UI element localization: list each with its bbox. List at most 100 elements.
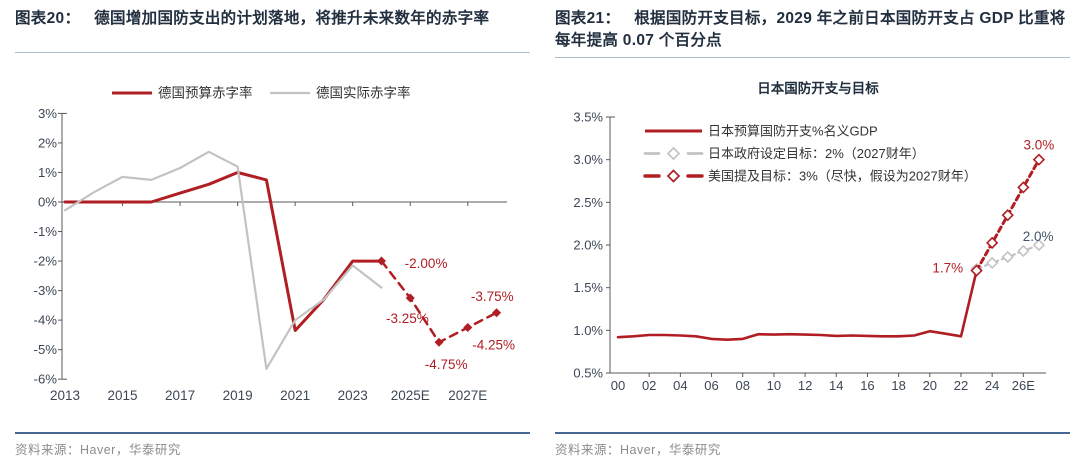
germany-deficit-chart: 3% 2% 1% 0% -1% -2% -3% -4% -5% -6% 2013 2015 2017 20… — [0, 0, 540, 425]
svg-text:2015: 2015 — [108, 388, 138, 403]
svg-text:-4%: -4% — [34, 313, 58, 328]
svg-text:06: 06 — [704, 378, 718, 393]
figure-20-footer-divider — [15, 432, 530, 434]
svg-text:1.0%: 1.0% — [573, 323, 603, 338]
legend: 日本预算国防开支%名义GDP 日本政府设定目标：2%（2027财年） 美国提及目标：… — [643, 124, 977, 184]
series-1 — [970, 238, 1046, 276]
series-1 — [63, 150, 383, 370]
svg-text:3%: 3% — [38, 106, 57, 121]
svg-text:20: 20 — [923, 378, 937, 393]
svg-text:1%: 1% — [38, 165, 57, 180]
svg-text:0.5%: 0.5% — [573, 366, 603, 381]
svg-text:日本预算国防开支%名义GDP: 日本预算国防开支%名义GDP — [708, 124, 878, 139]
svg-text:3.5%: 3.5% — [573, 110, 603, 125]
diamond-marker — [376, 256, 386, 266]
svg-text:2019: 2019 — [223, 388, 253, 403]
svg-text:2013: 2013 — [50, 388, 80, 403]
figure-21-title-divider — [555, 57, 1070, 58]
svg-text:-3.75%: -3.75% — [471, 289, 514, 304]
figure-21-source: 资料来源：Haver，华泰研究 — [555, 443, 721, 457]
svg-text:00: 00 — [611, 378, 625, 393]
figure-20-title-divider — [15, 52, 530, 53]
svg-text:0%: 0% — [38, 195, 57, 210]
diamond-marker — [666, 146, 681, 161]
svg-text:-3%: -3% — [34, 283, 58, 298]
figure-21-footer-divider — [555, 432, 1070, 434]
diamond-marker — [986, 236, 999, 250]
figure-20-label: 图表20： — [15, 10, 81, 27]
series-0 — [63, 171, 383, 332]
svg-text:26E: 26E — [1012, 378, 1035, 393]
svg-text:12: 12 — [798, 378, 812, 393]
svg-text:-1%: -1% — [34, 224, 58, 239]
svg-text:2021: 2021 — [280, 388, 310, 403]
axes: 3.5% 3.0% 2.5% 2.0% 1.5% 1.0% 0.5% 00 02 04 06 08 10… — [573, 110, 1046, 393]
svg-text:2027E: 2027E — [448, 388, 487, 403]
japan-defense-chart: 日本国防开支与目标 3.5% 3.0% 2.5% 2.0% 1.5% 1.0% 0.5% 00 0… — [540, 0, 1080, 425]
figure-21-title-text: 根据国防开支目标，2029 年之前日本国防开支占 GDP 比重将每年提高 0.0… — [555, 10, 1066, 49]
svg-text:2.0%: 2.0% — [573, 238, 603, 253]
diamond-marker — [666, 169, 681, 183]
svg-text:08: 08 — [735, 378, 749, 393]
legend: 德国预算赤字率 德国实际赤字率 — [112, 85, 411, 101]
diamond-marker — [1001, 250, 1014, 264]
figure-20-title-text: 德国增加国防支出的计划落地，将推升未来数年的赤字率 — [94, 10, 490, 27]
svg-text:16: 16 — [860, 378, 874, 393]
diamond-marker — [1017, 244, 1030, 258]
japan-defense-chart-svg: 日本国防开支与目标 3.5% 3.0% 2.5% 2.0% 1.5% 1.0% 0.5% 00 0… — [573, 80, 1054, 393]
series-2 — [970, 153, 1046, 277]
figure-20-title: 图表20： 德国增加国防支出的计划落地，将推升未来数年的赤字率 — [15, 8, 526, 30]
figure-21-label: 图表21： — [555, 10, 621, 27]
svg-text:-2%: -2% — [34, 254, 58, 269]
figure-20-panel: 图表20： 德国增加国防支出的计划落地，将推升未来数年的赤字率 3% 2% 1% 0% -… — [0, 0, 540, 457]
svg-text:2%: 2% — [38, 135, 57, 150]
germany-deficit-chart-svg: 3% 2% 1% 0% -1% -2% -3% -4% -5% -6%2013 2015 2017 20… — [34, 85, 516, 404]
svg-text:24: 24 — [985, 378, 999, 393]
svg-text:22: 22 — [954, 378, 968, 393]
annotations: -2.00% -3.25% -4.75% -4.25% -3.75% — [386, 256, 515, 372]
figure-21-title: 图表21： 根据国防开支目标，2029 年之前日本国防开支占 GDP 比重将每年提… — [555, 8, 1066, 52]
diamond-marker — [1032, 238, 1046, 252]
svg-text:2017: 2017 — [165, 388, 195, 403]
svg-text:-6%: -6% — [34, 372, 58, 387]
svg-text:2025E: 2025E — [391, 388, 430, 403]
svg-text:-4.25%: -4.25% — [472, 338, 515, 353]
diamond-marker — [492, 308, 502, 318]
svg-text:04: 04 — [673, 378, 687, 393]
series-0 — [616, 269, 978, 342]
diamond-marker — [1017, 181, 1030, 194]
diamond-marker — [405, 293, 415, 303]
diamond-marker — [434, 337, 444, 347]
svg-text:美国提及目标：3%（尽快，假设为2027财年）: 美国提及目标：3%（尽快，假设为2027财年） — [708, 169, 977, 184]
diamond-marker — [970, 264, 983, 277]
svg-text:-5%: -5% — [34, 342, 58, 357]
diamond-marker — [1032, 153, 1046, 166]
annotations: 1.7% 2.0% 3.0% — [932, 138, 1054, 276]
svg-text:日本国防开支与目标: 日本国防开支与目标 — [757, 80, 879, 96]
svg-text:德国预算赤字率: 德国预算赤字率 — [158, 85, 253, 101]
svg-text:日本政府设定目标：2%（2027财年）: 日本政府设定目标：2%（2027财年） — [708, 146, 925, 161]
svg-text:02: 02 — [642, 378, 656, 393]
svg-text:14: 14 — [829, 378, 843, 393]
figure-21-panel: 图表21： 根据国防开支目标，2029 年之前日本国防开支占 GDP 比重将每年提… — [540, 0, 1080, 468]
diamond-marker — [986, 256, 999, 270]
svg-text:10: 10 — [767, 378, 781, 393]
svg-text:2.0%: 2.0% — [1023, 229, 1054, 244]
svg-text:3.0%: 3.0% — [573, 152, 603, 167]
svg-text:2.5%: 2.5% — [573, 195, 603, 210]
svg-text:1.7%: 1.7% — [932, 261, 963, 276]
chart-title: 日本国防开支与目标 — [757, 80, 879, 96]
diamond-marker — [1001, 209, 1014, 222]
figure-20-source: 资料来源：Haver，华泰研究 — [15, 443, 181, 457]
svg-text:德国实际赤字率: 德国实际赤字率 — [316, 85, 411, 101]
svg-text:2023: 2023 — [338, 388, 368, 403]
series-2 — [376, 256, 502, 347]
svg-text:-4.75%: -4.75% — [425, 357, 468, 372]
svg-text:-2.00%: -2.00% — [405, 256, 448, 271]
diamond-marker — [463, 323, 473, 333]
svg-text:3.0%: 3.0% — [1024, 138, 1055, 153]
svg-text:1.5%: 1.5% — [573, 280, 603, 295]
svg-text:-3.25%: -3.25% — [386, 311, 429, 326]
svg-text:18: 18 — [891, 378, 905, 393]
